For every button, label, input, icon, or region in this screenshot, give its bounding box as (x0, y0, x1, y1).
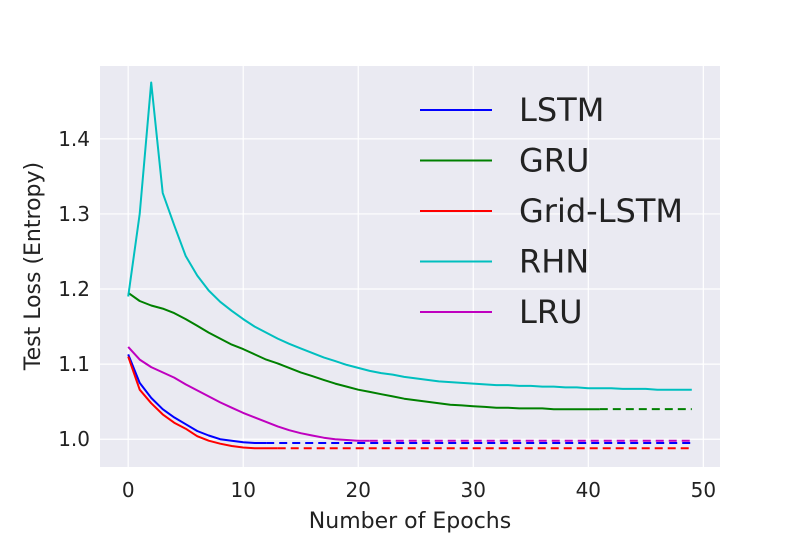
grid-lines (100, 66, 720, 467)
legend-label-rhn: RHN (519, 243, 589, 281)
series-line-grid-lstm (127, 356, 278, 450)
series-lines (127, 81, 692, 450)
legend-label-lstm: LSTM (519, 91, 604, 129)
x-tick-label: 30 (461, 478, 486, 502)
x-tick-label: 20 (346, 478, 371, 502)
series-line-gru (127, 291, 600, 411)
x-axis-label: Number of Epochs (309, 509, 511, 534)
y-tick-label: 1.2 (58, 277, 90, 301)
legend-label-grid-lstm: Grid-LSTM (519, 192, 683, 230)
series-line-rhn (127, 81, 692, 391)
y-axis-label: Test Loss (Entropy) (21, 162, 46, 371)
legend: LSTM GRU Grid-LSTM RHN LRU (420, 91, 683, 331)
y-tick-label: 1.3 (58, 202, 90, 226)
y-tick-label: 1.1 (58, 352, 90, 376)
y-tick-label: 1.0 (58, 427, 90, 451)
x-tick-labels: 0 10 20 30 40 50 (122, 478, 716, 502)
x-tick-label: 10 (230, 478, 255, 502)
x-tick-label: 0 (122, 478, 135, 502)
series-line-lru (127, 346, 370, 442)
y-tick-labels: 1.0 1.1 1.2 1.3 1.4 (58, 127, 90, 451)
legend-label-lru: LRU (519, 293, 582, 331)
y-tick-label: 1.4 (58, 127, 90, 151)
series-line-lstm (127, 354, 267, 444)
legend-label-gru: GRU (519, 142, 589, 180)
x-tick-label: 40 (576, 478, 601, 502)
x-tick-label: 50 (691, 478, 716, 502)
